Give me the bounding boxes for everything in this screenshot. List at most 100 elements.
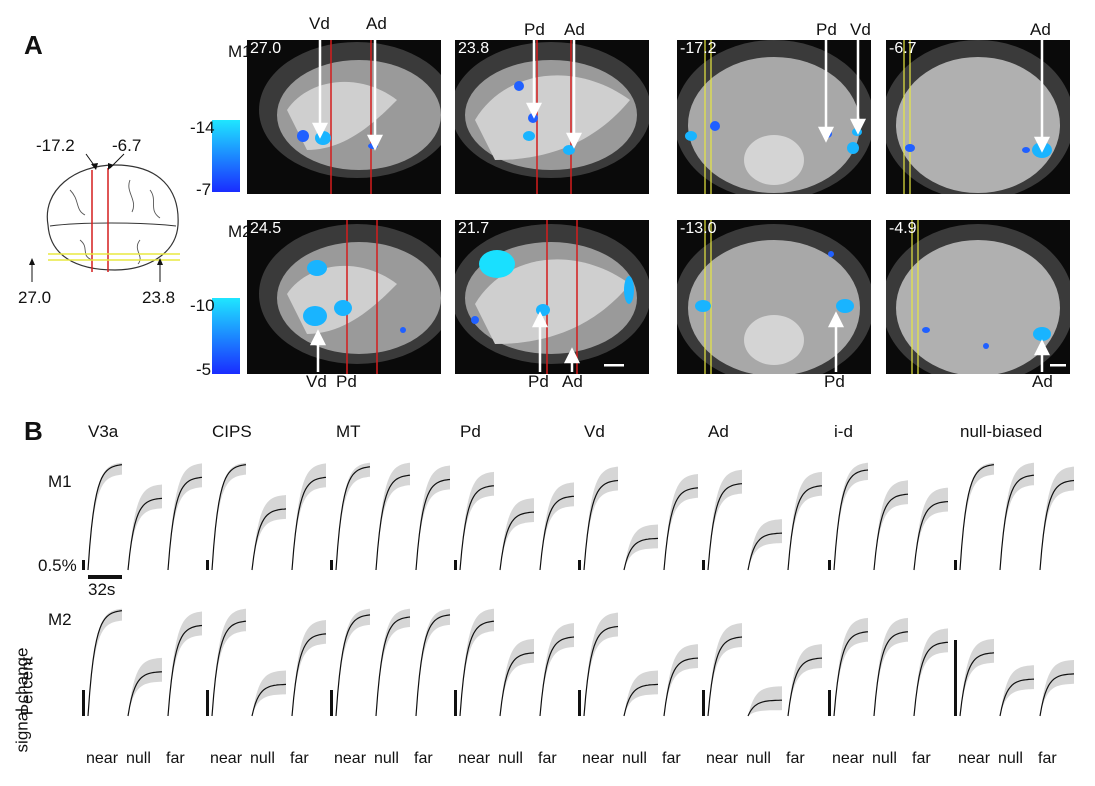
trace-line-null (873, 631, 909, 717)
mri-slice-m2-2: 21.7 (455, 220, 649, 374)
error-band (874, 480, 908, 570)
panel-a-row-label-m2: M2 (228, 222, 252, 241)
error-band (788, 471, 822, 570)
error-band (1040, 660, 1074, 716)
error-band (168, 611, 202, 716)
trace-line-far (663, 657, 699, 717)
trace-line-far (539, 636, 575, 717)
brain-outline-drawing (29, 153, 180, 282)
error-band (1000, 665, 1034, 716)
x-tick-label: far (538, 750, 557, 767)
x-tick-label: near (458, 750, 491, 767)
x-tick-label: null (872, 750, 897, 767)
sagittal-number-1: 27.0 (18, 288, 52, 307)
slice-number: 21.7 (458, 220, 490, 237)
trace-line-near (459, 620, 495, 717)
trace-Ad-M1 (702, 469, 823, 571)
scale-x-bar (88, 575, 122, 579)
region-title: MT (336, 422, 361, 441)
mri-slice-m2-4: -4.9 (886, 220, 1070, 374)
scale-bar (702, 560, 705, 570)
x-tick-label: far (662, 750, 681, 767)
slice-number: -6.7 (889, 40, 917, 57)
mri-slice-m2-1: 24.5 (247, 220, 441, 374)
colorbar-m2-bottom: -5 (196, 360, 212, 379)
trace-line-near (707, 483, 743, 571)
x-tick-label: near (582, 750, 615, 767)
trace-cell (702, 458, 823, 574)
trace-i-d-M2 (828, 617, 949, 717)
trace-cell (82, 604, 203, 720)
x-tick-label: null (374, 750, 399, 767)
roi-label: Ad (1032, 372, 1053, 391)
colorbar-m1-bottom: -7 (196, 180, 212, 199)
trace-line-far (913, 641, 949, 717)
region-title: i-d (834, 422, 853, 441)
trace-line-near (211, 464, 247, 571)
error-band (336, 608, 370, 716)
roi-label: Pd (336, 372, 357, 391)
coronal-number-1: -17.2 (36, 136, 75, 155)
trace-line-near (959, 464, 995, 571)
trace-line-null (127, 671, 163, 717)
error-band (624, 524, 658, 570)
trace-line-near (583, 625, 619, 717)
trace-CIPS-M1 (206, 462, 327, 571)
trace-cell (828, 604, 949, 720)
scale-x-label: 32s (88, 580, 116, 599)
x-tick-label: far (912, 750, 931, 767)
region-title: Ad (708, 422, 729, 441)
region-title: V3a (88, 422, 119, 441)
trace-line-far (167, 624, 203, 717)
colorbar-m2 (212, 298, 240, 374)
error-band (252, 670, 286, 716)
trace-cell (454, 604, 575, 720)
trace-i-d-M1 (828, 462, 949, 571)
error-band (708, 469, 742, 570)
trace-line-null (623, 537, 659, 571)
trace-cell (954, 604, 1075, 720)
region-title: CIPS (212, 422, 252, 441)
trace-CIPS-M2 (206, 608, 327, 717)
scale-bar (454, 690, 457, 716)
scale-bar (206, 690, 209, 716)
error-band (416, 465, 450, 570)
x-tick-label: near (210, 750, 243, 767)
slice-number: 27.0 (250, 40, 282, 57)
error-band (584, 466, 618, 570)
scale-bar (578, 690, 581, 716)
trace-line-far (787, 657, 823, 717)
slice-number: 24.5 (250, 220, 282, 237)
trace-line-null (499, 511, 535, 571)
trace-line-null (499, 652, 535, 717)
trace-line-far (539, 495, 575, 571)
error-band (500, 638, 534, 716)
error-band (460, 608, 494, 716)
trace-null-biased-M1 (954, 462, 1075, 571)
roi-label: Ad (366, 14, 387, 33)
panel-b-row-label-m2: M2 (48, 610, 72, 629)
scale-bar (330, 690, 333, 716)
error-band (834, 462, 868, 570)
trace-cell (82, 458, 203, 574)
trace-line-null (251, 508, 287, 571)
slice-number: -17.2 (680, 40, 717, 57)
scale-bar (206, 560, 209, 570)
mri-slice-m1-1: 27.0 (247, 40, 441, 194)
trace-line-far (415, 478, 451, 571)
panel-b-letter: B (24, 416, 43, 446)
brain-schematic: -17.2 -6.7 27.0 23.8 (18, 130, 190, 310)
scale-bar (828, 690, 831, 716)
colorbar-m1-top: -14 (190, 118, 215, 137)
trace-line-null (375, 474, 411, 571)
error-band (540, 482, 574, 570)
trace-V3a-M1 (82, 462, 203, 571)
scale-y-label: 0.5% (38, 556, 77, 575)
error-band (748, 519, 782, 570)
scale-bar (954, 560, 957, 570)
x-tick-label: near (86, 750, 119, 767)
error-band (960, 462, 994, 570)
region-title: Pd (460, 422, 481, 441)
error-band (624, 670, 658, 716)
